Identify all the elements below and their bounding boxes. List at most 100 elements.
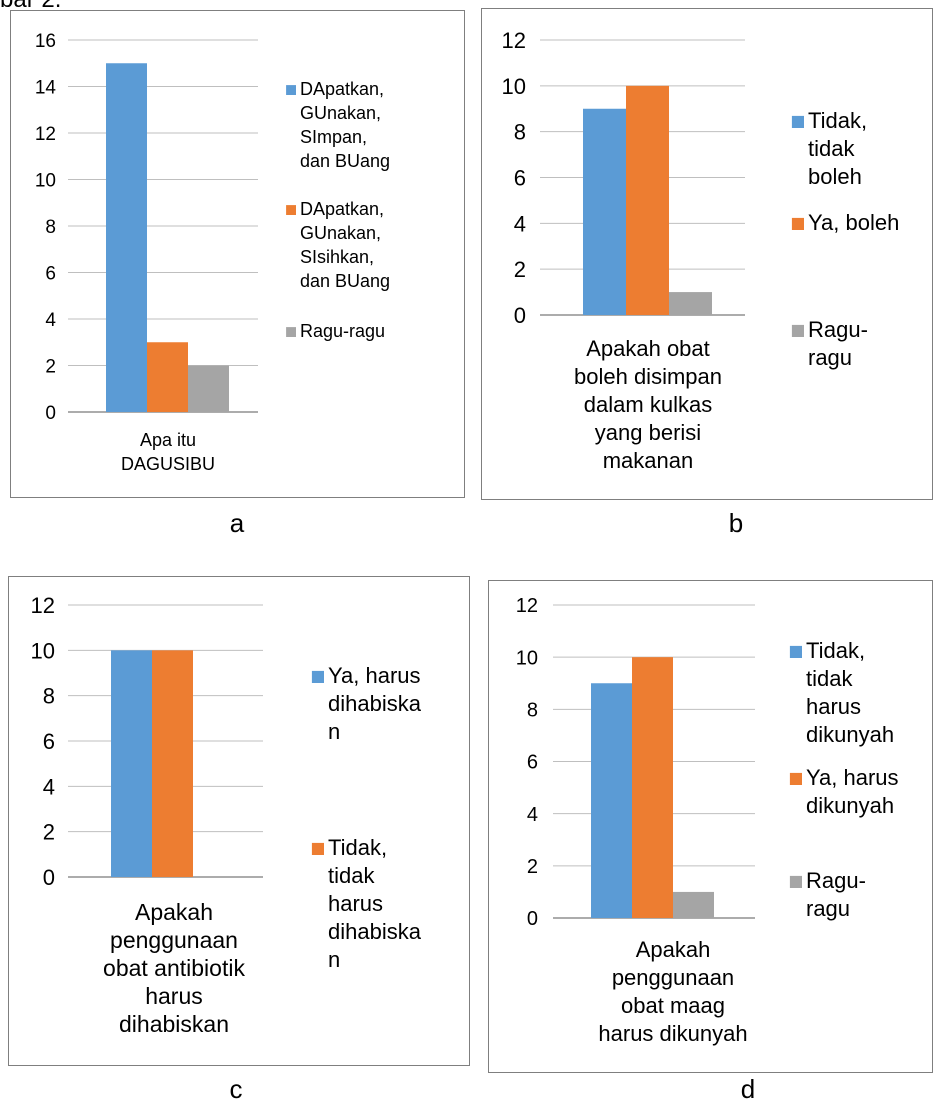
y-tick-label: 2 bbox=[45, 356, 56, 377]
legend-label: dan BUang bbox=[300, 271, 390, 291]
legend-label: dihabiska bbox=[328, 919, 422, 944]
legend-swatch bbox=[791, 217, 804, 230]
category-label: yang berisi bbox=[595, 420, 701, 445]
legend-swatch bbox=[286, 327, 296, 337]
bar-d-series-1 bbox=[591, 683, 632, 918]
panel-label-b: b bbox=[728, 508, 744, 538]
y-tick-label: 4 bbox=[43, 774, 55, 799]
bar-d-series-2 bbox=[632, 657, 673, 918]
y-tick-label: 0 bbox=[514, 303, 526, 328]
legend-label: Tidak, bbox=[806, 638, 865, 663]
y-tick-label: 2 bbox=[514, 257, 526, 282]
legend-swatch bbox=[286, 85, 296, 95]
legend-label: dihabiska bbox=[328, 691, 422, 716]
legend-label: boleh bbox=[808, 164, 862, 189]
y-tick-label: 6 bbox=[45, 263, 56, 284]
legend-swatch bbox=[789, 875, 802, 888]
category-label: DAGUSIBU bbox=[121, 454, 215, 474]
legend-swatch bbox=[311, 670, 324, 683]
category-label: Apakah bbox=[135, 899, 213, 925]
y-tick-label: 10 bbox=[31, 638, 55, 663]
category-label: harus bbox=[145, 983, 203, 1009]
legend-label: dikunyah bbox=[806, 722, 894, 747]
bar-c-series-2 bbox=[152, 650, 193, 877]
y-tick-label: 4 bbox=[514, 211, 526, 236]
legend-label: dan BUang bbox=[300, 151, 390, 171]
figure-caption-fragment: bar 2. bbox=[0, 0, 61, 14]
y-tick-label: 2 bbox=[43, 820, 55, 845]
chart-b: 0 2 4 6 8 10 12 Apakah obat boleh disimpan dalam … bbox=[502, 28, 900, 473]
bar-b-series-3 bbox=[669, 292, 712, 315]
legend-label: Ragu- bbox=[808, 317, 868, 342]
legend-label: ragu bbox=[806, 896, 850, 921]
y-tick-label: 0 bbox=[45, 403, 56, 424]
y-tick-label: 16 bbox=[35, 31, 56, 52]
y-tick-label: 10 bbox=[35, 170, 56, 191]
y-tick-label: 12 bbox=[516, 595, 538, 617]
legend-label: DApatkan, bbox=[300, 199, 384, 219]
legend-label: GUnakan, bbox=[300, 103, 381, 123]
bar-a-series-3 bbox=[188, 365, 229, 412]
y-tick-label: 0 bbox=[527, 908, 538, 930]
legend-label: Ya, harus bbox=[806, 765, 899, 790]
y-tick-label: 12 bbox=[31, 593, 55, 618]
legend-label: dikunyah bbox=[806, 793, 894, 818]
legend-label: GUnakan, bbox=[300, 223, 381, 243]
y-tick-label: 12 bbox=[502, 28, 526, 53]
y-tick-label: 8 bbox=[527, 700, 538, 722]
y-tick-label: 10 bbox=[502, 74, 526, 99]
legend-label: Ya, boleh bbox=[808, 210, 899, 235]
bar-b-series-1 bbox=[583, 108, 626, 315]
legend-label: Ragu-ragu bbox=[300, 321, 385, 341]
chart-panel-a bbox=[10, 10, 465, 498]
y-tick-label: 6 bbox=[527, 752, 538, 774]
chart-a: 0 2 4 6 8 10 12 14 16 Apa itu DAGUSIBU DApatkan, GUn… bbox=[35, 31, 390, 474]
y-tick-label: 8 bbox=[45, 217, 56, 238]
y-tick-label: 10 bbox=[516, 647, 538, 669]
category-label: penggunaan bbox=[612, 965, 734, 990]
y-tick-label: 4 bbox=[45, 310, 56, 331]
legend-label: DApatkan, bbox=[300, 79, 384, 99]
legend-swatch bbox=[791, 115, 804, 128]
category-label: boleh disimpan bbox=[574, 364, 722, 389]
legend-label: Ya, harus bbox=[328, 663, 421, 688]
y-tick-label: 12 bbox=[35, 124, 56, 145]
category-label: obat antibiotik bbox=[103, 955, 245, 981]
y-tick-label: 6 bbox=[514, 165, 526, 190]
category-label: dihabiskan bbox=[119, 1011, 229, 1037]
category-label: Apa itu bbox=[140, 430, 196, 450]
category-label: makanan bbox=[603, 448, 694, 473]
y-tick-label: 2 bbox=[527, 856, 538, 878]
bar-a-series-2 bbox=[147, 342, 188, 412]
category-label: penggunaan bbox=[110, 927, 238, 953]
legend-label: n bbox=[328, 947, 340, 972]
legend-label: Ragu- bbox=[806, 868, 866, 893]
legend-swatch bbox=[311, 842, 324, 855]
panel-label-d: d bbox=[740, 1074, 756, 1104]
chart-panel-b bbox=[481, 8, 933, 500]
legend-label: harus bbox=[328, 891, 383, 916]
legend-swatch bbox=[791, 324, 804, 337]
legend-label: ragu bbox=[808, 345, 852, 370]
legend-label: SImpan, bbox=[300, 127, 367, 147]
y-tick-label: 4 bbox=[527, 804, 538, 826]
panel-label-a: a bbox=[229, 508, 245, 538]
category-label: dalam kulkas bbox=[584, 392, 712, 417]
legend-swatch bbox=[789, 645, 802, 658]
y-tick-label: 14 bbox=[35, 77, 57, 98]
y-tick-label: 0 bbox=[43, 865, 55, 890]
category-label: harus dikunyah bbox=[598, 1021, 747, 1046]
legend-label: SIsihkan, bbox=[300, 247, 374, 267]
chart-panel-d bbox=[488, 580, 933, 1073]
legend-label: harus bbox=[806, 694, 861, 719]
category-label: Apakah bbox=[636, 937, 711, 962]
y-tick-label: 8 bbox=[43, 684, 55, 709]
panel-label-c: c bbox=[229, 1074, 243, 1104]
bar-c-series-1 bbox=[111, 650, 152, 877]
legend-label: tidak bbox=[328, 863, 375, 888]
category-label: Apakah obat bbox=[586, 336, 710, 361]
legend-label: n bbox=[328, 719, 340, 744]
legend-label: Tidak, bbox=[808, 108, 867, 133]
